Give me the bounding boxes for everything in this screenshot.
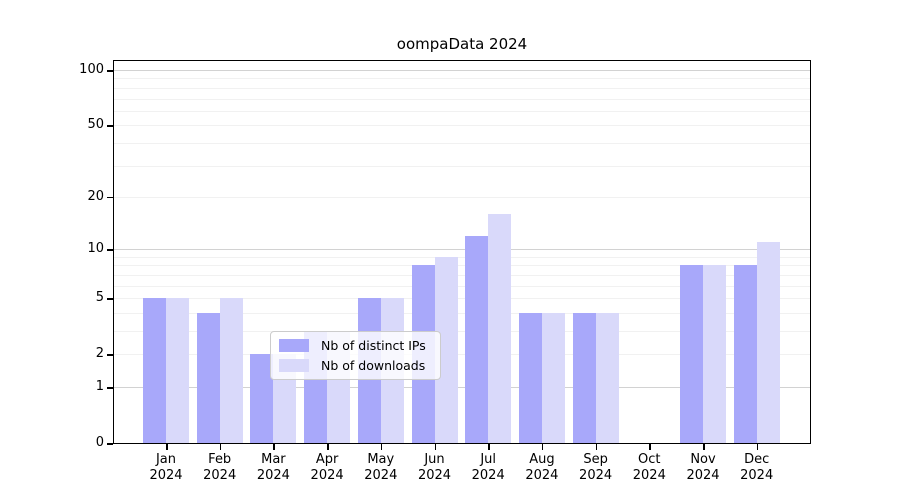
y-tick-mark-2 (107, 354, 113, 356)
bar-dec-series0 (733, 265, 757, 444)
y-tick-label-5: 5 (95, 290, 104, 306)
bar-sep-series1 (595, 312, 619, 444)
x-tick-label-feb: Feb 2024 (203, 452, 237, 483)
x-tick-mark-dec (756, 444, 759, 450)
x-tick-mark-sep (595, 444, 598, 450)
x-tick-mark-apr (327, 444, 329, 450)
bar-jul-series0 (465, 235, 489, 444)
x-tick-mark-aug (541, 444, 544, 450)
y-tick-label-2: 2 (95, 346, 104, 362)
gridline-8 (113, 265, 811, 267)
bar-jan-series0 (143, 298, 166, 444)
gridline-7 (113, 274, 811, 276)
legend-item-distinct-ips: Nb of distinct IPs (279, 338, 426, 353)
chart-title: oompaData 2024 (396, 35, 528, 53)
y-tick-label-1: 1 (95, 379, 104, 394)
x-tick-label-nov: Nov 2024 (686, 452, 720, 483)
x-tick-label-apr: Apr 2024 (310, 452, 344, 483)
y-tick-mark-50 (107, 125, 113, 127)
bar-sep-series0 (572, 312, 596, 444)
x-tick-mark-jan (166, 444, 168, 450)
gridline-100 (113, 70, 811, 71)
bar-aug-series0 (518, 312, 542, 444)
x-tick-mark-oct (649, 444, 651, 450)
x-tick-label-jul: Jul 2024 (471, 452, 505, 483)
bar-nov-series0 (680, 265, 703, 444)
gridline-5 (113, 298, 811, 300)
y-tick-mark-100 (107, 70, 113, 72)
bar-mar-series0 (250, 354, 274, 444)
gridline-4 (113, 312, 811, 314)
x-tick-label-oct: Oct 2024 (632, 452, 666, 483)
x-tick-label-jan: Jan 2024 (149, 452, 183, 483)
y-tick-mark-0 (107, 443, 113, 445)
x-tick-label-mar: Mar 2024 (256, 452, 290, 483)
x-tick-label-may: May 2024 (364, 452, 398, 483)
y-tick-mark-10 (107, 249, 113, 251)
bar-feb-series0 (196, 312, 220, 444)
x-tick-mark-jul (488, 444, 490, 450)
x-tick-label-dec: Dec 2024 (740, 452, 774, 483)
y-tick-label-0: 0 (95, 435, 104, 450)
legend-label-downloads: Nb of downloads (321, 358, 426, 373)
x-tick-mark-may (380, 444, 383, 450)
x-tick-mark-jun (434, 444, 436, 450)
gridline-6 (113, 285, 811, 287)
x-tick-mark-feb (219, 444, 222, 450)
legend-item-downloads: Nb of downloads (279, 358, 426, 373)
gridline-3 (113, 331, 811, 332)
gridline-1 (113, 387, 811, 388)
legend-label-distinct-ips: Nb of distinct IPs (321, 338, 426, 353)
bar-jan-series1 (166, 298, 189, 444)
y-tick-mark-20 (107, 196, 113, 199)
y-tick-label-20: 20 (87, 188, 104, 204)
bar-dec-series1 (756, 242, 780, 444)
gridline-2 (113, 354, 811, 356)
x-tick-label-sep: Sep 2024 (579, 452, 613, 483)
y-tick-label-10: 10 (87, 241, 104, 257)
legend: Nb of distinct IPs Nb of downloads (270, 331, 441, 380)
plot-area (113, 60, 811, 444)
gridline-40 (113, 142, 811, 144)
gridline-50 (113, 125, 811, 127)
gridline-9 (113, 256, 811, 258)
gridline-70 (113, 98, 811, 100)
y-tick-mark-1 (107, 387, 113, 389)
y-tick-mark-5 (107, 298, 113, 300)
bars (113, 60, 811, 444)
y-tick-label-100: 100 (79, 62, 104, 77)
bar-aug-series1 (541, 312, 565, 444)
gridline-90 (113, 78, 811, 80)
x-tick-mark-nov (703, 444, 705, 450)
gridlines (113, 60, 811, 444)
gridline-30 (113, 165, 811, 167)
gridline-60 (113, 110, 811, 112)
gridline-10 (113, 249, 811, 251)
gridline-80 (113, 87, 811, 89)
x-tick-label-jun: Jun 2024 (417, 452, 452, 483)
bar-jun-series1 (434, 256, 458, 444)
legend-swatch-downloads-icon (279, 359, 309, 372)
legend-swatch-distinct-ips-icon (279, 339, 309, 352)
bar-feb-series1 (219, 298, 243, 444)
x-tick-mark-mar (273, 444, 275, 450)
gridline-20 (113, 196, 811, 198)
bar-jul-series1 (488, 214, 512, 444)
y-tick-label-50: 50 (87, 117, 104, 133)
bar-nov-series1 (703, 265, 726, 444)
x-tick-label-aug: Aug 2024 (525, 452, 559, 483)
